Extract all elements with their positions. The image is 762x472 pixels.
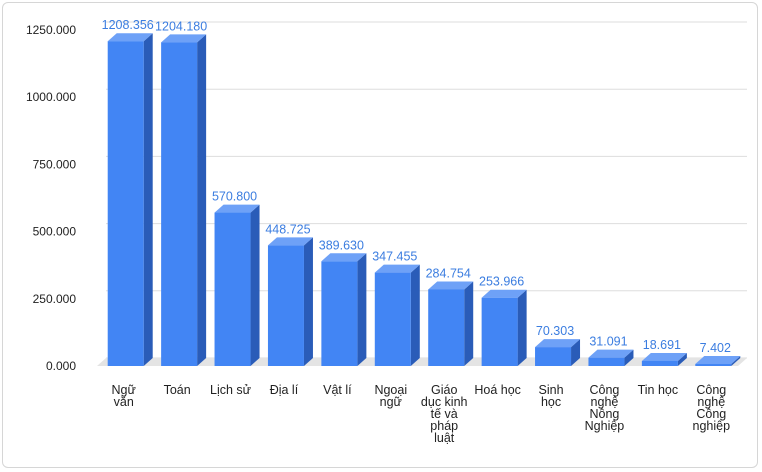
bar-top xyxy=(588,349,634,358)
bar xyxy=(428,281,474,366)
y-tick-label: 750.000 xyxy=(33,157,77,171)
bar-side xyxy=(677,352,687,366)
bar-front xyxy=(641,360,678,366)
category-label: Công nghệ Công nghiệp xyxy=(693,383,731,433)
data-label: 389.630 xyxy=(319,238,364,252)
y-tick-label: 1000.000 xyxy=(26,90,76,104)
data-labels: 1208.356 1204.180 570.800 448.725 389.630 347… xyxy=(102,18,731,355)
bar xyxy=(588,349,634,366)
bars xyxy=(107,33,741,367)
bar-front xyxy=(267,245,304,366)
bar xyxy=(214,204,260,366)
data-label: 18.691 xyxy=(643,338,681,352)
data-label: 1208.356 xyxy=(102,18,154,32)
data-label: 31.091 xyxy=(589,335,627,349)
bar-side xyxy=(143,33,153,366)
bar xyxy=(695,356,741,366)
floor-plane xyxy=(97,358,747,366)
bar-top xyxy=(161,34,207,43)
bar-top xyxy=(481,289,527,298)
bar xyxy=(481,289,527,366)
bar xyxy=(535,339,581,366)
category-label: Vật lí xyxy=(323,383,352,397)
category-label: Giáo dục kinh tế và pháp luật xyxy=(421,383,468,445)
bar-side xyxy=(197,34,207,367)
data-label: 7.402 xyxy=(700,341,731,355)
data-label: 70.303 xyxy=(536,324,574,338)
bar-top xyxy=(428,281,474,290)
bar-front xyxy=(535,347,572,366)
bar xyxy=(161,34,207,367)
bar-side xyxy=(624,349,634,366)
bar-side xyxy=(464,281,474,366)
y-axis-ticks: 0.000 250.000 500.000 750.000 1000.000 1250.0… xyxy=(26,23,76,373)
category-label: Công nghệ Nông Nghiệp xyxy=(585,383,625,433)
bar xyxy=(107,33,153,366)
bar-top xyxy=(321,253,367,262)
bar-front xyxy=(214,212,251,366)
bar-front xyxy=(481,297,518,366)
data-label: 347.455 xyxy=(372,250,417,264)
bar-front xyxy=(588,357,625,366)
bar-front xyxy=(428,289,465,366)
bar xyxy=(321,253,367,366)
data-label: 570.800 xyxy=(212,190,257,204)
bar-side xyxy=(250,204,260,366)
bar-front xyxy=(374,272,411,366)
category-label: Hoá học xyxy=(474,383,521,397)
category-label: Địa lí xyxy=(270,383,299,397)
data-label: 448.725 xyxy=(265,222,310,236)
y-tick-label: 0.000 xyxy=(46,359,76,373)
bar-side xyxy=(571,339,581,366)
bar-top xyxy=(535,339,581,348)
data-label: 253.966 xyxy=(479,275,524,289)
bar-top xyxy=(267,237,313,246)
bar-front xyxy=(107,41,144,366)
data-label: 1204.180 xyxy=(155,19,207,33)
bar-side xyxy=(517,289,527,366)
category-labels: Ngữ văn Toán Lịch sử Địa lí Vật lí Ngoại ngữ Giá… xyxy=(112,383,731,445)
bar-top xyxy=(107,33,153,42)
bar xyxy=(267,237,313,366)
bar-side xyxy=(731,356,741,366)
bar-front xyxy=(161,42,198,367)
category-label: Ngoại ngữ xyxy=(374,383,407,409)
bar-top xyxy=(374,264,420,273)
bar-front xyxy=(321,261,358,366)
category-label: Toán xyxy=(164,383,191,397)
bar xyxy=(641,352,687,366)
category-label: Sinh học xyxy=(539,383,564,409)
category-label: Lịch sử xyxy=(210,383,251,397)
category-label: Ngữ văn xyxy=(112,383,136,409)
bar-front xyxy=(695,364,732,366)
y-tick-label: 500.000 xyxy=(33,225,77,239)
bar-side xyxy=(410,264,420,366)
chart-floor xyxy=(97,358,747,366)
data-label: 284.754 xyxy=(426,266,471,280)
y-tick-label: 1250.000 xyxy=(26,23,76,37)
bar-top xyxy=(695,356,741,365)
bar-side xyxy=(357,253,367,366)
category-label: Tin học xyxy=(638,383,679,397)
bar-top xyxy=(641,352,687,361)
y-tick-label: 250.000 xyxy=(33,292,77,306)
bar-side xyxy=(303,237,313,366)
bar xyxy=(374,264,420,366)
bar-top xyxy=(214,204,260,213)
